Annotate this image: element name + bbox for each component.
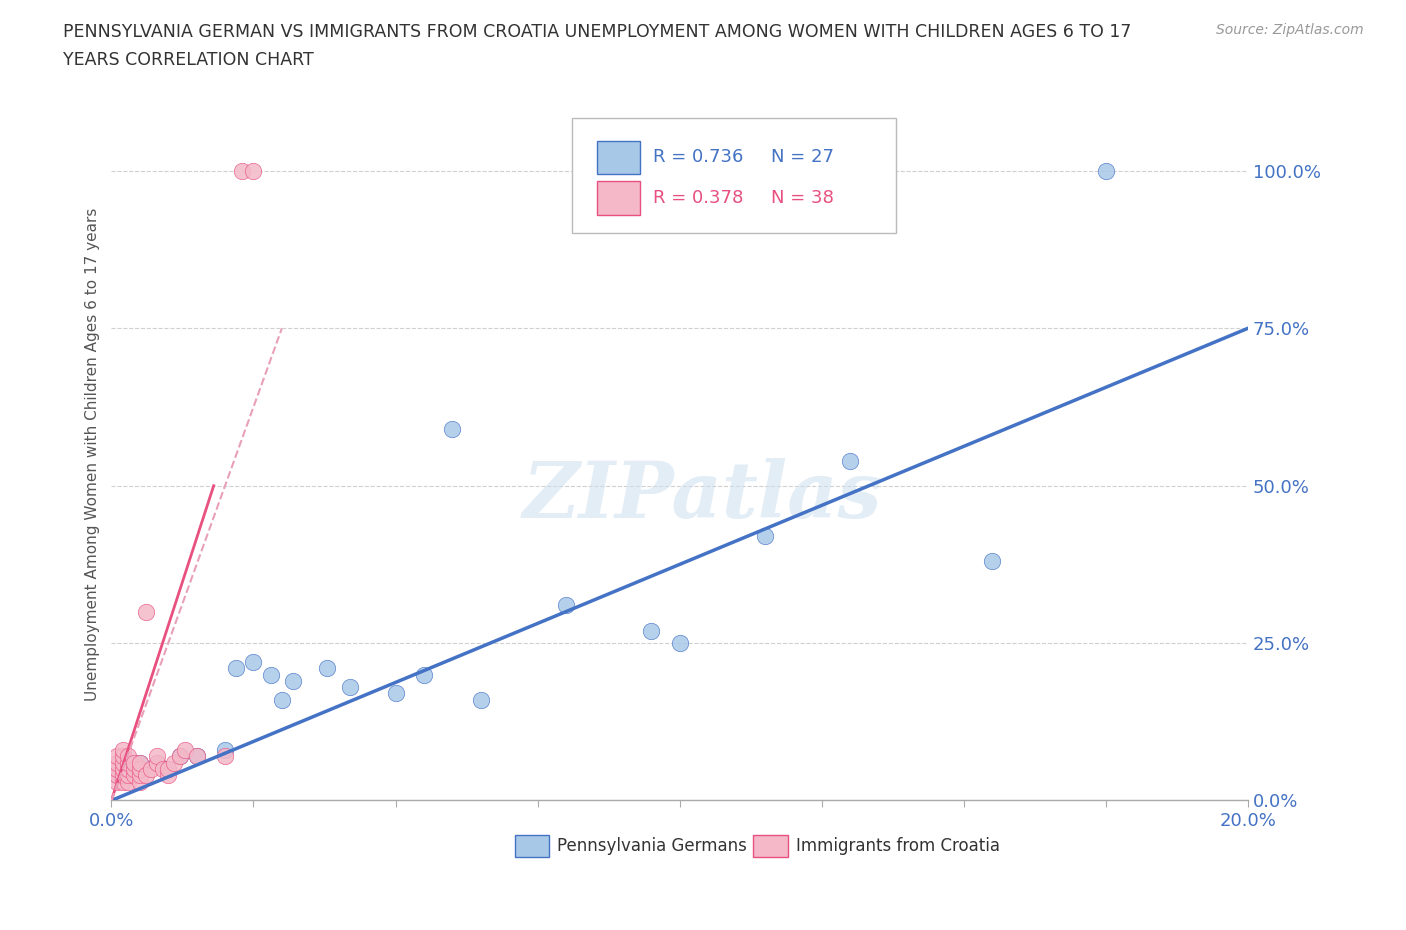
- Point: [640, 623, 662, 638]
- FancyBboxPatch shape: [515, 835, 548, 857]
- Point: [111, 743, 134, 758]
- Point: [141, 762, 163, 777]
- Point: [754, 528, 776, 543]
- Point: [122, 768, 145, 783]
- Point: [105, 755, 128, 770]
- Point: [152, 762, 174, 777]
- Point: [117, 768, 139, 783]
- Point: [186, 749, 208, 764]
- Point: [128, 762, 150, 777]
- Point: [242, 164, 264, 179]
- FancyBboxPatch shape: [572, 118, 896, 232]
- FancyBboxPatch shape: [596, 181, 640, 215]
- Text: N = 27: N = 27: [770, 148, 834, 166]
- Point: [186, 749, 208, 764]
- Point: [111, 762, 134, 777]
- Point: [105, 749, 128, 764]
- Point: [128, 774, 150, 789]
- Point: [270, 692, 292, 707]
- Point: [134, 768, 156, 783]
- Text: R = 0.736: R = 0.736: [654, 148, 744, 166]
- Point: [259, 667, 281, 682]
- Point: [981, 554, 1004, 569]
- Text: Pennsylvania Germans: Pennsylvania Germans: [557, 837, 747, 856]
- Point: [339, 680, 361, 695]
- Text: ZIPatlas: ZIPatlas: [523, 458, 882, 534]
- Point: [157, 762, 180, 777]
- Point: [117, 774, 139, 789]
- Point: [839, 453, 862, 468]
- Point: [111, 749, 134, 764]
- FancyBboxPatch shape: [596, 140, 640, 174]
- Point: [146, 755, 169, 770]
- Point: [105, 768, 128, 783]
- Text: N = 38: N = 38: [770, 189, 834, 207]
- Point: [470, 692, 492, 707]
- Point: [128, 755, 150, 770]
- Point: [316, 661, 339, 676]
- Point: [413, 667, 436, 682]
- Point: [146, 749, 169, 764]
- Point: [117, 749, 139, 764]
- Point: [105, 762, 128, 777]
- Point: [384, 686, 406, 701]
- Point: [122, 755, 145, 770]
- FancyBboxPatch shape: [754, 835, 787, 857]
- Point: [1094, 164, 1116, 179]
- Text: Source: ZipAtlas.com: Source: ZipAtlas.com: [1216, 23, 1364, 37]
- Point: [111, 768, 134, 783]
- Y-axis label: Unemployment Among Women with Children Ages 6 to 17 years: Unemployment Among Women with Children A…: [86, 207, 100, 701]
- Point: [122, 762, 145, 777]
- Point: [111, 755, 134, 770]
- Point: [169, 749, 191, 764]
- Point: [111, 762, 134, 777]
- Point: [668, 636, 690, 651]
- Point: [128, 755, 150, 770]
- Point: [105, 774, 128, 789]
- Point: [441, 421, 464, 436]
- Point: [555, 598, 578, 613]
- Text: Immigrants from Croatia: Immigrants from Croatia: [796, 837, 1000, 856]
- Text: R = 0.378: R = 0.378: [654, 189, 744, 207]
- Point: [134, 604, 156, 619]
- Point: [111, 774, 134, 789]
- Text: PENNSYLVANIA GERMAN VS IMMIGRANTS FROM CROATIA UNEMPLOYMENT AMONG WOMEN WITH CHI: PENNSYLVANIA GERMAN VS IMMIGRANTS FROM C…: [63, 23, 1132, 41]
- Point: [169, 749, 191, 764]
- Point: [128, 768, 150, 783]
- Point: [105, 768, 128, 783]
- Point: [146, 755, 169, 770]
- Point: [214, 743, 236, 758]
- Point: [174, 743, 197, 758]
- Text: YEARS CORRELATION CHART: YEARS CORRELATION CHART: [63, 51, 314, 69]
- Point: [122, 762, 145, 777]
- Point: [157, 768, 180, 783]
- Point: [163, 755, 186, 770]
- Point: [242, 655, 264, 670]
- Point: [231, 164, 253, 179]
- Point: [117, 755, 139, 770]
- Point: [157, 762, 180, 777]
- Point: [117, 762, 139, 777]
- Point: [225, 661, 247, 676]
- Point: [283, 673, 305, 688]
- Point: [214, 749, 236, 764]
